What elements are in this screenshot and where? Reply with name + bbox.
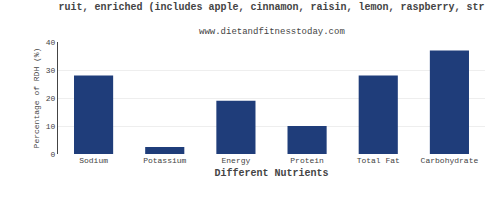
svg-text:0: 0 bbox=[51, 150, 56, 159]
svg-text:Total Fat: Total Fat bbox=[357, 156, 400, 165]
svg-text:30: 30 bbox=[46, 66, 56, 75]
svg-text:40: 40 bbox=[46, 38, 56, 47]
svg-text:ruit, enriched (includes apple: ruit, enriched (includes apple, cinnamon… bbox=[58, 2, 484, 13]
svg-text:Sodium: Sodium bbox=[79, 156, 108, 165]
svg-text:Energy: Energy bbox=[222, 156, 251, 165]
svg-text:20: 20 bbox=[46, 94, 56, 103]
svg-text:Percentage of RDH (%): Percentage of RDH (%) bbox=[32, 48, 41, 149]
svg-text:Different Nutrients: Different Nutrients bbox=[214, 168, 328, 179]
svg-text:www.dietandfitnesstoday.com: www.dietandfitnesstoday.com bbox=[199, 27, 345, 37]
svg-text:Protein: Protein bbox=[290, 156, 324, 165]
svg-text:Carbohydrate: Carbohydrate bbox=[421, 156, 479, 165]
svg-text:10: 10 bbox=[46, 122, 56, 131]
svg-text:Potassium: Potassium bbox=[143, 156, 186, 165]
